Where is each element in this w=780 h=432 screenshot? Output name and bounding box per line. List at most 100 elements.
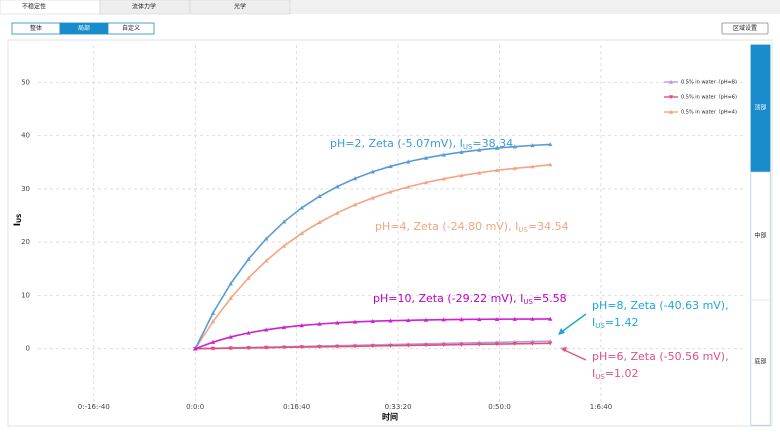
side-button[interactable]: [750, 299, 771, 426]
data-point: [264, 345, 269, 350]
data-point: [228, 296, 233, 300]
data-point: [512, 144, 517, 149]
annotation: pH=10, Zeta (-29.22 mV), IUS=5.58: [373, 292, 567, 306]
y-tick-label: 30: [21, 185, 30, 193]
data-point: [423, 155, 429, 160]
data-point: [459, 342, 464, 347]
x-axis-label: 时间: [382, 412, 398, 422]
annotation: pH=4, Zeta (-24.80 mV), IUS=34.54: [375, 220, 569, 234]
data-point: [370, 344, 375, 349]
data-point: [335, 184, 340, 189]
data-point: [406, 343, 411, 348]
annotation-sub: US: [463, 143, 473, 151]
x-tick-label: 0:33:20: [385, 403, 412, 411]
y-tick-label: 10: [21, 291, 30, 299]
data-point: [317, 220, 322, 225]
data-point: [210, 339, 216, 344]
data-point: [370, 169, 375, 174]
data-point: [246, 330, 251, 335]
arrow: [561, 348, 587, 361]
data-point: [335, 210, 340, 215]
y-axis-label: IUS: [13, 214, 23, 227]
data-point: [317, 321, 322, 326]
data-point: [228, 281, 233, 286]
data-point: [530, 143, 535, 148]
tab-active[interactable]: [0, 0, 101, 15]
annotation: pH=6, Zeta (-50.56 mV),: [592, 350, 729, 363]
annotation-text: I: [592, 367, 595, 380]
annotation-text: pH=2, Zeta (-5.07mV), I: [330, 137, 463, 150]
data-point: [494, 342, 500, 347]
button-label[interactable]: 局部: [78, 24, 90, 32]
data-point: [548, 316, 553, 321]
annotation-tail: =1.42: [605, 316, 639, 329]
data-point: [548, 142, 553, 147]
annotation-text: pH=4, Zeta (-24.80 mV), I: [375, 220, 518, 233]
annotation: IUS=1.02: [592, 367, 639, 381]
data-point: [352, 344, 358, 349]
data-point: [317, 194, 322, 199]
data-point: [228, 334, 233, 339]
data-point: [441, 343, 446, 348]
data-point: [264, 258, 269, 263]
x-tick-label: 0:-16:-40: [78, 403, 110, 411]
data-point: [423, 343, 429, 348]
data-point: [264, 327, 269, 332]
button[interactable]: [107, 22, 155, 35]
data-point: [406, 318, 411, 323]
data-point: [477, 342, 482, 347]
y-tick-label: 40: [21, 132, 30, 140]
arrow-head: [560, 347, 567, 352]
side-label[interactable]: 中部: [754, 232, 766, 240]
data-point: [335, 320, 340, 325]
x-tick-label: 1:6:40: [590, 403, 613, 411]
button-label[interactable]: 整体: [30, 24, 42, 32]
data-point: [441, 317, 446, 322]
data-point: [406, 184, 411, 189]
tab[interactable]: [189, 0, 291, 15]
x-tick-label: 0:0:0: [186, 403, 204, 411]
legend-marker: [668, 79, 674, 84]
data-point: [406, 159, 411, 164]
side-label[interactable]: 底部: [754, 358, 766, 366]
data-point: [299, 345, 304, 350]
button-label[interactable]: 区域设置: [733, 24, 757, 32]
y-axis-label-sub: US: [16, 214, 23, 223]
data-point: [281, 345, 287, 350]
data-point: [530, 341, 535, 346]
y-axis-label-main: I: [13, 223, 23, 226]
side-label[interactable]: 顶部: [754, 104, 766, 112]
tab-label[interactable]: 不稳定性: [22, 3, 46, 11]
data-point: [441, 152, 446, 157]
tab-label[interactable]: 光学: [234, 3, 246, 11]
button-label[interactable]: 自定义: [122, 24, 140, 32]
data-point: [264, 236, 269, 241]
data-point: [459, 317, 464, 322]
data-point: [299, 323, 304, 328]
annotation-tail: =5.58: [533, 292, 567, 305]
data-point: [299, 205, 304, 210]
data-point: [512, 316, 517, 321]
data-point: [477, 170, 482, 175]
data-point: [299, 230, 304, 235]
data-point: [548, 162, 553, 167]
data-point: [246, 256, 251, 261]
data-point: [477, 147, 482, 152]
data-point: [370, 195, 375, 200]
data-point: [459, 173, 464, 178]
annotation: IUS=1.42: [592, 316, 639, 330]
data-point: [210, 310, 216, 315]
y-tick-label: 20: [21, 238, 30, 246]
data-point: [370, 319, 375, 323]
legend-label: 0.5% in water（pH=4): [681, 110, 737, 116]
tab-label[interactable]: 流体力学: [132, 3, 156, 11]
side-button-active[interactable]: [751, 45, 770, 172]
data-point: [193, 346, 198, 351]
data-point: [548, 341, 553, 346]
annotation-tail: =38.34: [472, 137, 513, 150]
annotation-text: pH=8, Zeta (-40.63 mV),: [592, 299, 729, 312]
data-point: [281, 325, 287, 330]
button[interactable]: [721, 22, 769, 35]
data-point: [441, 176, 446, 181]
